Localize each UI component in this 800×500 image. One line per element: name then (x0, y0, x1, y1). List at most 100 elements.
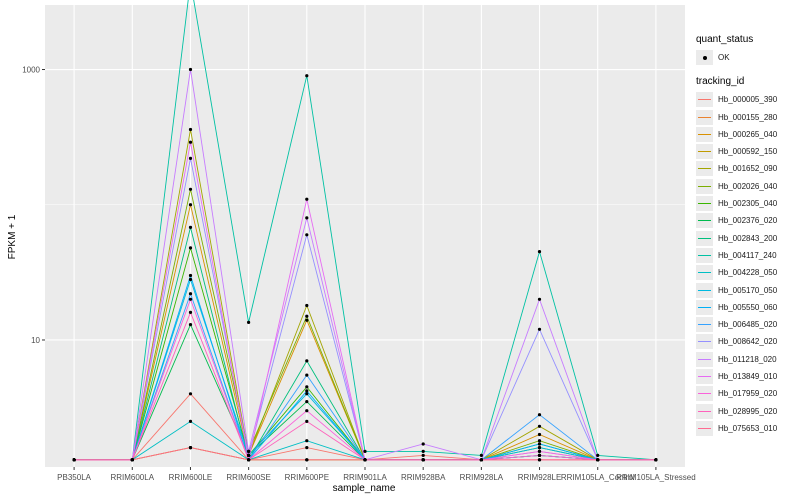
data-point-Hb_000265_040-RRIM600PE (305, 318, 309, 322)
line-key-icon (696, 317, 713, 333)
data-point-Hb_001652_090-RRIM600PE (305, 303, 309, 308)
line-key-icon (696, 265, 713, 281)
data-point-Hb_011218_020-RRIM600SE (247, 449, 251, 453)
line-key-icon (696, 403, 713, 419)
tracking-id-legend-item: Hb_006485_020 (696, 316, 800, 333)
tracking-id-legend-label: Hb_008642_020 (718, 337, 778, 347)
data-point-Hb_005170_050-RRIM600LE (188, 277, 193, 282)
data-point-Hb_002376_020-RRIM600PE (305, 400, 309, 404)
line-key-icon (696, 282, 713, 298)
data-point-Hb_028995_020-RRIM600LE (188, 310, 193, 314)
data-point-Hb_075653_010-RRIM105LA_Control (596, 458, 600, 462)
data-point-Hb_075653_010-RRIM901LA (363, 458, 367, 462)
data-point-Hb_005550_060-RRIM600PE (305, 389, 309, 393)
data-point-Hb_017959_020-RRIM600LE (188, 297, 193, 301)
data-point-Hb_001652_090-RRIM928LE (537, 424, 542, 428)
tracking-id-legend-item: Hb_008642_020 (696, 333, 800, 350)
tracking-id-legend-item: Hb_000592_150 (696, 143, 800, 160)
tracking-id-legend-item: Hb_002843_200 (696, 230, 800, 247)
tracking-id-legend-label: Hb_013849_010 (718, 372, 778, 382)
tracking-id-legend-label: Hb_002376_020 (718, 216, 778, 226)
line-key-icon (696, 178, 713, 194)
x-tick-label-5: RRIM901LA (343, 473, 387, 482)
tracking-id-legend-label: Hb_004117_240 (718, 250, 777, 260)
data-point-Hb_075653_010-RRIM928LE (537, 458, 542, 462)
tracking-id-legend-item: Hb_002376_020 (696, 212, 800, 229)
data-point-Hb_075653_010-PB350LA (72, 458, 76, 462)
line-key-icon (696, 230, 713, 246)
x-tick-label-8: RRIM928LE (518, 473, 562, 482)
line-key-icon (696, 369, 713, 385)
tracking-id-legend-label: Hb_075653_010 (718, 423, 778, 433)
tracking-id-legend-label: Hb_000265_040 (718, 129, 778, 139)
tracking-id-legend-label: Hb_028995_020 (718, 406, 778, 416)
data-point-Hb_075653_010-RRIM600LE (188, 446, 193, 450)
tracking-id-legend-label: Hb_000592_150 (718, 147, 778, 157)
tracking-id-legend-label: Hb_006485_020 (718, 320, 778, 330)
data-point-Hb_005550_060-RRIM600LE (188, 273, 193, 278)
tracking-id-legend-item: Hb_004117_240 (696, 247, 800, 264)
data-point-Hb_002026_040-RRIM600LE (188, 187, 193, 191)
data-point-Hb_002843_200-RRIM600LE (188, 225, 193, 229)
x-axis-title: sample_name (333, 483, 396, 494)
data-point-Hb_013849_010-RRIM928LE (537, 449, 542, 453)
data-point-Hb_008642_020-RRIM928LE (537, 327, 542, 331)
tracking-id-legend-label: Hb_002026_040 (718, 181, 778, 191)
data-point-Hb_075653_010-RRIM928LA (479, 458, 483, 462)
x-tick-label-9: RRIM105LA_Control (561, 473, 635, 482)
quant-status-legend: quant_status OK (696, 34, 800, 66)
tracking-id-legend-item: Hb_005550_060 (696, 299, 800, 316)
data-point-Hb_001652_090-RRIM600LE (188, 127, 193, 132)
data-point-Hb_017959_020-RRIM600PE (305, 409, 309, 413)
tracking-id-legend-label: Hb_017959_020 (718, 389, 778, 399)
data-point-Hb_011218_020-RRIM928LE (537, 297, 542, 301)
data-point-Hb_000005_390-RRIM600LE (188, 392, 193, 396)
line-key-icon (696, 161, 713, 177)
x-tick-label-0: PB350LA (57, 473, 91, 482)
tracking-id-legend-label: Hb_005170_050 (718, 285, 778, 295)
y-tick-label-1: 1000 (22, 66, 40, 75)
data-point-Hb_075653_010-RRIM600PE (305, 458, 309, 462)
line-key-icon (696, 247, 713, 263)
data-point-Hb_002026_040-RRIM928LE (537, 439, 542, 443)
data-point-Hb_004228_050-RRIM600PE (305, 439, 309, 443)
tracking-id-legend-label: Hb_000155_280 (718, 112, 778, 122)
data-point-Hb_006485_020-RRIM928LE (537, 413, 542, 417)
y-tick-label-0: 10 (31, 336, 40, 345)
y-axis-title: FPKM + 1 (7, 214, 18, 259)
tracking-id-legend-label: Hb_000005_390 (718, 95, 778, 105)
data-point-Hb_002376_020-RRIM600LE (188, 323, 193, 327)
data-point-Hb_005550_060-RRIM928LE (537, 442, 542, 446)
data-point-Hb_011218_020-RRIM928BA (421, 442, 425, 446)
tracking-id-legend: tracking_id Hb_000005_390 Hb_000155_280 Hb… (696, 76, 800, 437)
line-key-icon (696, 386, 713, 402)
data-point-Hb_008642_020-RRIM600PE (305, 233, 309, 237)
x-tick-label-4: RRIM600PE (285, 473, 329, 482)
data-point-Hb_000265_040-RRIM600LE (188, 203, 193, 207)
data-point-Hb_013849_010-RRIM600PE (305, 197, 309, 201)
tracking-id-legend-item: Hb_005170_050 (696, 282, 800, 299)
tracking-id-legend-item: Hb_001652_090 (696, 160, 800, 177)
data-point-Hb_004228_050-RRIM600LE (188, 419, 193, 423)
tracking-id-legend-label: Hb_004228_050 (718, 268, 778, 278)
x-tick-label-6: RRIM928BA (401, 473, 446, 482)
data-point-Hb_075653_010-RRIM928BA (421, 458, 425, 462)
data-point-Hb_000005_390-RRIM600PE (305, 446, 309, 450)
data-point-Hb_006485_020-RRIM600LE (188, 292, 193, 296)
line-key-icon (696, 92, 713, 108)
data-point-Hb_002305_040-RRIM600LE (188, 246, 193, 250)
data-point-Hb_004117_240-RRIM928BA (421, 449, 425, 453)
tracking-id-legend-title: tracking_id (696, 76, 745, 88)
data-point-Hb_005170_050-RRIM600PE (305, 392, 309, 396)
tracking-id-legend-item: Hb_002305_040 (696, 195, 800, 212)
quant-status-legend-title: quant_status (696, 34, 754, 45)
data-point-Hb_004117_240-RRIM600SE (247, 320, 251, 324)
x-tick-label-1: RRIM600LA (110, 473, 154, 482)
tracking-id-legend-label: Hb_011218_020 (718, 354, 777, 364)
tracking-id-legend-item: Hb_000155_280 (696, 109, 800, 126)
line-key-icon (696, 126, 713, 142)
data-point-Hb_000005_390-RRIM928BA (421, 453, 425, 457)
data-point-Hb_005170_050-RRIM928LE (537, 446, 542, 450)
data-point-Hb_004117_240-RRIM901LA (363, 449, 367, 453)
data-point-Hb_004117_240-RRIM105LA_Control (596, 453, 600, 457)
